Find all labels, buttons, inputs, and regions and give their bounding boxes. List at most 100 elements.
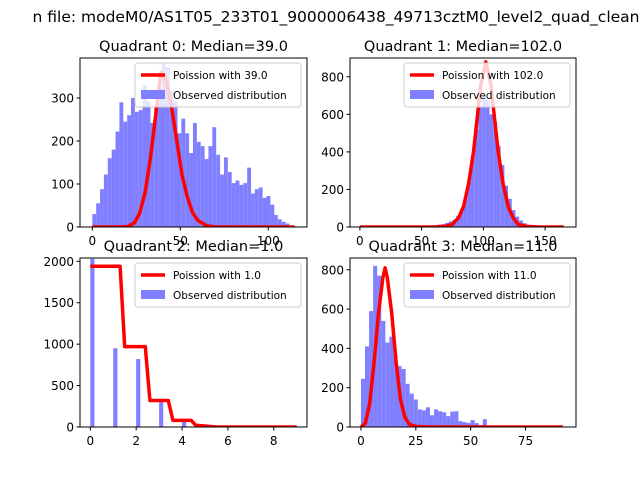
y-tick-label: 600 bbox=[321, 303, 344, 317]
legend: Poission with 39.0 Observed distribution bbox=[134, 62, 302, 108]
histogram-bar bbox=[500, 165, 505, 227]
histogram-bar bbox=[442, 412, 447, 427]
y-tick-label: 2000 bbox=[43, 255, 74, 269]
histogram-bar bbox=[239, 184, 244, 227]
histogram-bar bbox=[134, 111, 139, 227]
histogram-bar bbox=[456, 215, 460, 227]
histogram-bar bbox=[216, 154, 221, 227]
histogram-bar bbox=[482, 95, 486, 227]
histogram-bar bbox=[113, 348, 118, 427]
x-tick-label: 50 bbox=[173, 234, 188, 248]
histogram-bar bbox=[251, 193, 255, 227]
histogram-bar bbox=[92, 214, 97, 227]
histogram-bar bbox=[243, 183, 248, 227]
x-tick-label: 6 bbox=[224, 434, 232, 448]
histogram-bar bbox=[458, 421, 463, 427]
x-tick-label: 0 bbox=[88, 234, 96, 248]
x-tick-label: 2 bbox=[132, 434, 140, 448]
legend-box bbox=[403, 62, 571, 108]
histogram-bar bbox=[177, 133, 182, 227]
histogram-bar bbox=[200, 146, 205, 227]
histogram-bar bbox=[438, 411, 443, 427]
y-tick-label: 1000 bbox=[43, 338, 74, 352]
histogram-bar bbox=[389, 336, 394, 427]
legend-label-observed: Observed distribution bbox=[173, 290, 287, 302]
histogram-bar bbox=[169, 90, 174, 227]
histogram-bar bbox=[434, 409, 439, 427]
histogram-bar bbox=[204, 159, 209, 227]
histogram-bar bbox=[258, 187, 263, 227]
legend: Poission with 11.0 Observed distribution bbox=[403, 262, 571, 308]
histogram-bar bbox=[107, 158, 112, 227]
x-tick-label: 8 bbox=[270, 434, 278, 448]
histogram-bar bbox=[266, 196, 271, 227]
y-tick-label: 400 bbox=[321, 342, 344, 356]
histogram-bar bbox=[360, 378, 366, 427]
histogram-bar bbox=[467, 181, 472, 227]
histogram-bar bbox=[115, 131, 120, 227]
y-tick-label: 1500 bbox=[43, 296, 74, 310]
y-tick-label: 800 bbox=[321, 70, 344, 84]
histogram-bar bbox=[150, 122, 155, 227]
histogram-bar bbox=[450, 411, 455, 427]
histogram-bar bbox=[277, 219, 282, 227]
histogram-bar bbox=[158, 88, 163, 227]
histogram-bar bbox=[235, 180, 240, 227]
x-tick-label: 0 bbox=[86, 434, 94, 448]
histogram-bar bbox=[127, 115, 132, 227]
histogram-bar bbox=[281, 221, 286, 227]
histogram-bar bbox=[470, 420, 475, 427]
histogram-bar bbox=[111, 149, 116, 227]
y-tick-label: 0 bbox=[66, 421, 74, 435]
histogram-bar bbox=[247, 167, 252, 227]
histogram-bar bbox=[142, 85, 147, 227]
histogram-bar bbox=[478, 106, 483, 227]
histogram-bar bbox=[493, 121, 497, 227]
y-tick-label: 200 bbox=[321, 381, 344, 395]
histogram-bar bbox=[401, 369, 406, 427]
legend-label-observed: Observed distribution bbox=[173, 90, 287, 102]
y-tick-label: 600 bbox=[321, 108, 344, 122]
y-tick-label: 500 bbox=[51, 379, 74, 393]
histogram-bar bbox=[369, 311, 374, 427]
histogram-bar bbox=[365, 346, 370, 427]
subplot-title: Quadrant 3: Median=11.0 bbox=[369, 239, 558, 255]
plot-area bbox=[92, 63, 295, 227]
x-tick-label: 25 bbox=[408, 434, 423, 448]
histogram-bar bbox=[162, 63, 166, 227]
x-tick-label: 50 bbox=[463, 434, 478, 448]
y-tick-label: 200 bbox=[51, 134, 74, 148]
histogram-bar bbox=[421, 410, 426, 427]
histogram-bar bbox=[173, 101, 178, 227]
histogram-bar bbox=[223, 157, 228, 227]
histogram-bar bbox=[409, 393, 414, 427]
y-tick-label: 0 bbox=[336, 421, 344, 435]
legend-label-poisson: Poission with 11.0 bbox=[442, 270, 537, 282]
legend-box bbox=[134, 262, 302, 308]
y-tick-label: 100 bbox=[51, 177, 74, 191]
histogram-bar bbox=[496, 146, 501, 227]
x-tick-label: 50 bbox=[414, 234, 429, 248]
histogram-bar bbox=[159, 402, 164, 427]
poisson-line bbox=[359, 60, 564, 227]
histogram-bar bbox=[385, 342, 390, 427]
histogram-bar bbox=[119, 102, 124, 227]
histogram-bar bbox=[185, 133, 190, 227]
histogram-bar bbox=[474, 129, 479, 227]
legend-bar-swatch bbox=[141, 90, 165, 99]
plot-area bbox=[359, 60, 564, 227]
y-tick-label: 400 bbox=[321, 145, 344, 159]
histogram-bar bbox=[446, 416, 451, 427]
histogram-bar bbox=[466, 423, 471, 427]
y-tick-label: 800 bbox=[321, 263, 344, 277]
histogram-bar bbox=[262, 197, 267, 227]
axes-frame bbox=[79, 57, 308, 228]
x-tick-label: 0 bbox=[356, 234, 364, 248]
histogram-bar bbox=[189, 153, 193, 227]
histogram-bar bbox=[393, 354, 398, 427]
x-tick-label: 75 bbox=[518, 434, 533, 448]
histogram-bar bbox=[103, 174, 108, 227]
histogram-bar bbox=[429, 415, 435, 427]
histogram-bar bbox=[425, 407, 430, 427]
histogram-bar bbox=[227, 171, 232, 227]
